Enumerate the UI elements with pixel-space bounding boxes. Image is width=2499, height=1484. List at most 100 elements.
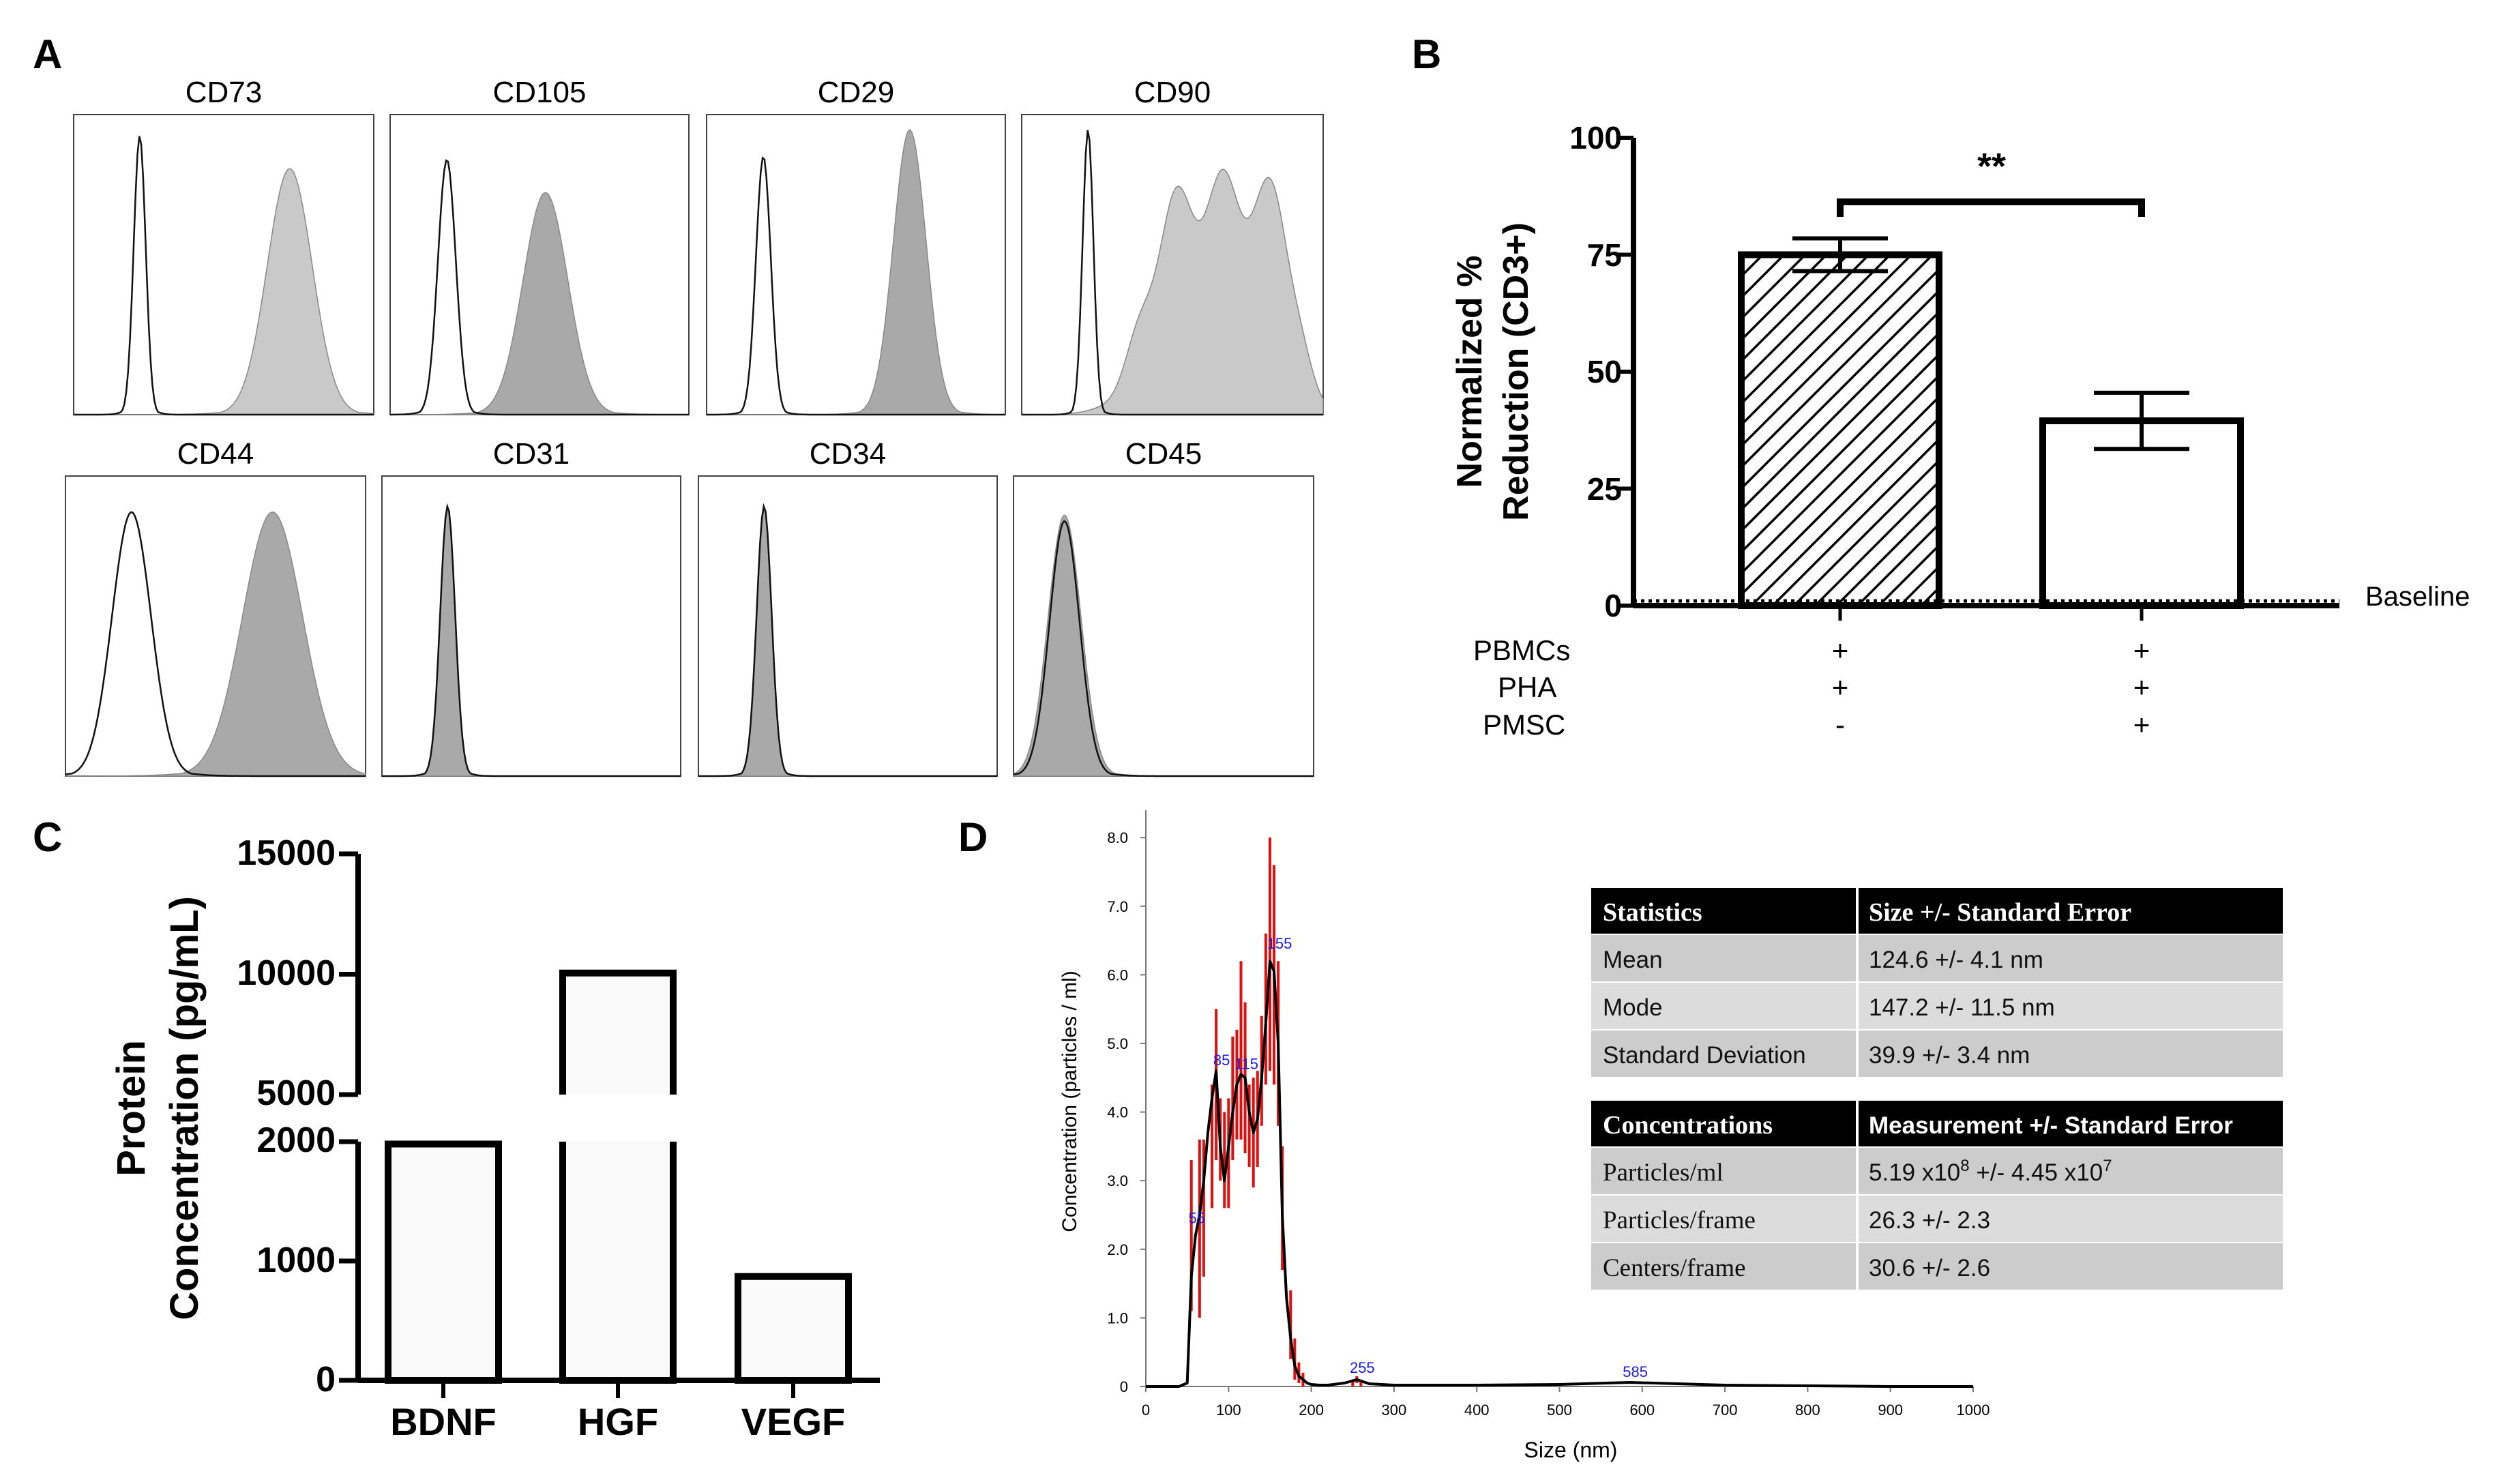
row-value: + xyxy=(2133,671,2150,703)
table1-header-bg xyxy=(1591,888,2283,934)
x-tick-label: 400 xyxy=(1464,1401,1490,1419)
peak-label: 55 xyxy=(1188,1210,1204,1227)
panel-d-label: D xyxy=(958,814,988,860)
table1-cell: Standard Deviation xyxy=(1603,1042,1806,1069)
isotype-control-curve xyxy=(1013,520,1314,777)
baseline-label: Baseline xyxy=(2365,582,2470,612)
table1-header-col1: Statistics xyxy=(1603,898,1702,927)
isotype-control-curve xyxy=(390,159,689,416)
peak-label: 85 xyxy=(1213,1052,1230,1069)
sci-exponent: 7 xyxy=(2103,1157,2112,1175)
row-label-pha: PHA xyxy=(1498,671,1556,703)
x-tick-label: 600 xyxy=(1629,1401,1655,1419)
histogram-frame xyxy=(706,114,1006,415)
panel-b-ytick: 75 xyxy=(1587,237,1622,273)
panel-d-chart: Size (nm) Concentration (particles / ml)… xyxy=(1059,810,1990,1462)
y-tick-label: 4.0 xyxy=(1107,1104,1128,1121)
table1-cell: 124.6 +/- 4.1 nm xyxy=(1869,947,2043,973)
y-tick-label: 2.0 xyxy=(1107,1241,1128,1258)
isotype-control-curve xyxy=(382,503,681,777)
isotype-control-curve xyxy=(65,511,366,777)
x-tick-label: 700 xyxy=(1713,1401,1738,1419)
table2-cell: 26.3 +/- 2.3 xyxy=(1869,1207,1990,1234)
row-value: + xyxy=(1832,634,1849,666)
panel-c-chart: Protein Concentration (pg/mL) 15000 1000… xyxy=(109,833,880,1443)
bar xyxy=(1738,251,1942,609)
panel-b-ylabel-line1: Normalized % xyxy=(1450,256,1490,488)
x-tick-label: 500 xyxy=(1547,1401,1572,1419)
row-value: + xyxy=(2133,709,2150,741)
panel-b-ylabel-line2: Reduction (CD3+) xyxy=(1496,222,1536,521)
statistics-tables: Statistics Size +/- Standard Error Mean … xyxy=(1591,888,2283,1290)
stained-histogram xyxy=(707,129,1006,415)
marker-label: CD45 xyxy=(1125,437,1202,471)
marker-label: CD73 xyxy=(186,76,263,109)
size-distribution-line xyxy=(1146,960,1973,1388)
panel-c-ytick: 15000 xyxy=(237,833,336,873)
isotype-control-curve xyxy=(698,503,997,777)
panel-c-ytick: 2000 xyxy=(256,1121,336,1160)
table2-row-bg xyxy=(1591,1148,2283,1194)
table1-row-bg xyxy=(1591,983,2283,1029)
significance-mark: ** xyxy=(1977,146,2006,187)
table1-cell: Mode xyxy=(1603,994,1663,1021)
panel-c-ytick: 0 xyxy=(316,1360,336,1399)
x-tick-label: 300 xyxy=(1382,1401,1407,1419)
table2-cell: 30.6 +/- 2.6 xyxy=(1869,1255,1990,1281)
x-tick-label: 0 xyxy=(1142,1401,1150,1419)
peak-label: 255 xyxy=(1350,1359,1375,1376)
marker-label: CD31 xyxy=(493,437,570,471)
table2-header-col2: Measurement +/- Standard Error xyxy=(1869,1112,2233,1139)
panel-b-chart: Normalized % Reduction (CD3+) 100 75 50 … xyxy=(1450,120,2470,741)
panel-c-ytick: 10000 xyxy=(237,953,336,993)
y-tick-label: 8.0 xyxy=(1107,829,1128,846)
panel-c-category-vegf: VEGF xyxy=(741,1400,845,1443)
table1-cell: 39.9 +/- 3.4 nm xyxy=(1869,1042,2030,1069)
panel-a-label: A xyxy=(33,31,62,77)
table2-row-bg xyxy=(1591,1196,2283,1242)
stained-histogram xyxy=(74,168,374,415)
stained-histogram xyxy=(1021,168,1324,415)
isotype-control-curve xyxy=(74,136,374,416)
bar xyxy=(385,1140,502,1384)
table1-cell: 147.2 +/- 11.5 nm xyxy=(1869,994,2055,1021)
table2-cell-particles-ml: 5.19 x108 +/- 4.45 x107 xyxy=(1869,1157,2112,1186)
histogram-frame xyxy=(698,475,998,777)
table2-header-bg xyxy=(1591,1101,2283,1146)
panel-d-xlabel: Size (nm) xyxy=(1524,1438,1618,1462)
table1-row-bg xyxy=(1591,935,2283,981)
panel-c-label: C xyxy=(33,814,62,860)
y-tick-label: 5.0 xyxy=(1107,1035,1128,1052)
bar-upper xyxy=(559,969,677,1095)
panel-c-ylabel-line1: Protein xyxy=(109,1040,153,1176)
table1-row-bg xyxy=(1591,1030,2283,1077)
table2-cell: Particles/ml xyxy=(1603,1159,1724,1187)
panel-d-ylabel: Concentration (particles / ml) xyxy=(1059,970,1081,1232)
isotype-control-curve xyxy=(707,156,1005,416)
panel-c-category-hgf: HGF xyxy=(578,1400,658,1443)
row-value: - xyxy=(1835,709,1845,741)
stained-histogram xyxy=(65,511,366,777)
table2-cell: Particles/frame xyxy=(1603,1206,1756,1234)
row-label-pmsc: PMSC xyxy=(1483,709,1565,741)
y-tick-label: 7.0 xyxy=(1107,898,1128,915)
y-tick-label: 1.0 xyxy=(1107,1309,1128,1326)
y-tick-label: 6.0 xyxy=(1107,966,1128,983)
x-tick-label: 100 xyxy=(1216,1401,1241,1419)
bar xyxy=(735,1273,852,1384)
row-label-pbmcs: PBMCs xyxy=(1473,634,1570,666)
bar-lower xyxy=(559,1142,677,1384)
marker-label: CD34 xyxy=(810,437,887,471)
table2-row-bg xyxy=(1591,1243,2283,1290)
marker-label: CD105 xyxy=(493,76,587,109)
histogram-frame xyxy=(381,475,681,777)
y-tick-label: 3.0 xyxy=(1107,1172,1128,1189)
table2-cell: Centers/frame xyxy=(1603,1254,1746,1282)
isotype-control-curve xyxy=(1022,130,1323,416)
panel-a-histograms: CD73 CD105 CD29 CD90 CD44 CD31 CD34 CD45 xyxy=(65,76,1324,777)
panel-c-ytick: 1000 xyxy=(256,1241,336,1280)
row-value: + xyxy=(1832,671,1849,703)
panel-b-ytick: 100 xyxy=(1569,120,1622,155)
x-tick-label: 1000 xyxy=(1957,1401,1990,1419)
